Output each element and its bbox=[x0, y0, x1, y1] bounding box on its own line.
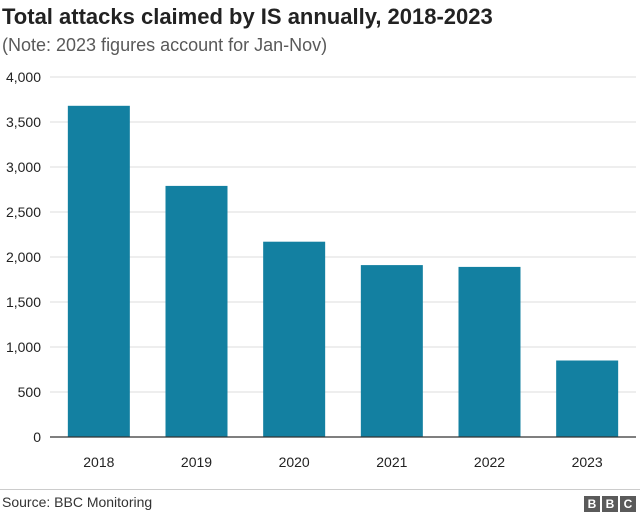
x-tick-label: 2019 bbox=[181, 454, 212, 470]
y-tick-label: 1,500 bbox=[6, 294, 41, 310]
x-tick-label: 2020 bbox=[279, 454, 310, 470]
x-tick-label: 2018 bbox=[83, 454, 114, 470]
bbc-logo-letter: B bbox=[602, 496, 618, 512]
bbc-logo: B B C bbox=[584, 496, 636, 512]
y-tick-label: 3,500 bbox=[6, 114, 41, 130]
bar bbox=[459, 267, 521, 437]
bar bbox=[263, 242, 325, 437]
y-tick-label: 2,000 bbox=[6, 249, 41, 265]
bar bbox=[68, 106, 130, 437]
source-note: Source: BBC Monitoring bbox=[2, 494, 152, 510]
bbc-logo-letter: C bbox=[620, 496, 636, 512]
y-tick-label: 0 bbox=[33, 429, 41, 445]
bbc-logo-letter: B bbox=[584, 496, 600, 512]
y-tick-label: 1,000 bbox=[6, 339, 41, 355]
x-tick-label: 2023 bbox=[572, 454, 603, 470]
x-tick-label: 2021 bbox=[376, 454, 407, 470]
y-tick-label: 4,000 bbox=[6, 69, 41, 85]
x-tick-label: 2022 bbox=[474, 454, 505, 470]
footer-divider bbox=[0, 489, 640, 490]
y-tick-label: 3,000 bbox=[6, 159, 41, 175]
bar bbox=[166, 186, 228, 437]
y-tick-label: 2,500 bbox=[6, 204, 41, 220]
y-tick-label: 500 bbox=[18, 384, 42, 400]
bar bbox=[361, 265, 423, 437]
bar bbox=[556, 361, 618, 438]
bar-chart: 0 500 1,000 1,500 2,000 2,500 3,000 3,500 4,000 2… bbox=[0, 0, 640, 488]
